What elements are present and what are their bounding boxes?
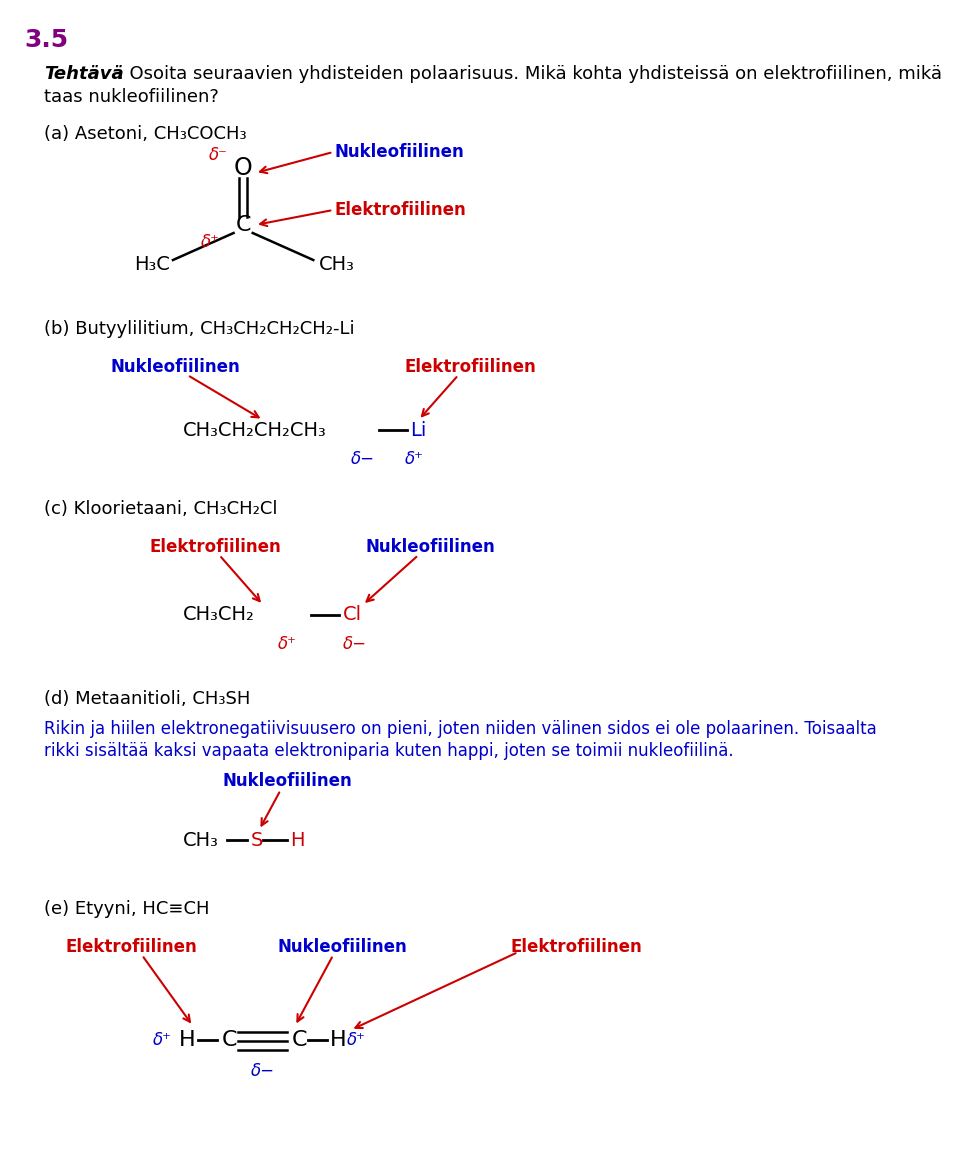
Text: H: H xyxy=(290,830,304,849)
Text: δ⁺: δ⁺ xyxy=(347,1030,366,1049)
Text: Elektrofiilinen: Elektrofiilinen xyxy=(65,938,198,956)
Text: Nukleofiilinen: Nukleofiilinen xyxy=(110,358,240,376)
Text: C: C xyxy=(292,1030,307,1050)
Text: (c) Kloorietaani, CH₃CH₂Cl: (c) Kloorietaani, CH₃CH₂Cl xyxy=(44,500,277,518)
Text: Nukleofiilinen: Nukleofiilinen xyxy=(366,537,495,556)
Text: δ⁺: δ⁺ xyxy=(405,450,424,468)
Text: C: C xyxy=(235,215,251,235)
Text: H: H xyxy=(180,1030,196,1050)
Text: (e) Etyyni, HC≡CH: (e) Etyyni, HC≡CH xyxy=(44,900,209,918)
Text: Tehtävä: Tehtävä xyxy=(44,66,124,83)
Text: CH₃: CH₃ xyxy=(319,255,355,274)
Text: δ⁺: δ⁺ xyxy=(201,233,219,251)
Text: δ⁺: δ⁺ xyxy=(277,635,297,653)
Text: CH₃CH₂CH₂CH₃: CH₃CH₂CH₂CH₃ xyxy=(183,420,327,439)
Text: rikki sisältää kaksi vapaata elektroniparia kuten happi, joten se toimii nukleof: rikki sisältää kaksi vapaata elektronipa… xyxy=(44,742,733,760)
Text: Nukleofiilinen: Nukleofiilinen xyxy=(222,772,352,790)
Text: Elektrofiilinen: Elektrofiilinen xyxy=(404,358,537,376)
Text: 3.5: 3.5 xyxy=(24,28,68,52)
Text: CH₃: CH₃ xyxy=(183,830,219,849)
Text: taas nukleofiilinen?: taas nukleofiilinen? xyxy=(44,88,219,107)
Text: (a) Asetoni, CH₃COCH₃: (a) Asetoni, CH₃COCH₃ xyxy=(44,125,247,143)
Text: O: O xyxy=(234,156,252,180)
Text: δ−: δ− xyxy=(252,1062,276,1080)
Text: (b) Butyylilitium, CH₃CH₂CH₂CH₂-Li: (b) Butyylilitium, CH₃CH₂CH₂CH₂-Li xyxy=(44,320,354,338)
Text: Elektrofiilinen: Elektrofiilinen xyxy=(510,938,642,956)
Text: δ−: δ− xyxy=(343,635,367,653)
Text: C: C xyxy=(222,1030,237,1050)
Text: S: S xyxy=(252,830,263,849)
Text: Elektrofiilinen: Elektrofiilinen xyxy=(150,537,281,556)
Text: CH₃CH₂: CH₃CH₂ xyxy=(183,605,255,624)
Text: δ−: δ− xyxy=(350,450,374,468)
Text: Li: Li xyxy=(411,420,427,439)
Text: H: H xyxy=(330,1030,347,1050)
Text: δ⁻: δ⁻ xyxy=(208,146,228,164)
Text: Rikin ja hiilen elektronegatiivisuusero on pieni, joten niiden välinen sidos ei : Rikin ja hiilen elektronegatiivisuusero … xyxy=(44,720,876,738)
Text: Nukleofiilinen: Nukleofiilinen xyxy=(335,143,465,160)
Text: H₃C: H₃C xyxy=(134,255,170,274)
Text: Elektrofiilinen: Elektrofiilinen xyxy=(335,201,467,219)
Text: (d) Metaanitioli, CH₃SH: (d) Metaanitioli, CH₃SH xyxy=(44,690,251,708)
Text: Nukleofiilinen: Nukleofiilinen xyxy=(277,938,408,956)
Text: Cl: Cl xyxy=(343,605,362,624)
Text: δ⁺: δ⁺ xyxy=(153,1030,172,1049)
Text: . Osoita seuraavien yhdisteiden polaarisuus. Mikä kohta yhdisteissä on elektrofi: . Osoita seuraavien yhdisteiden polaaris… xyxy=(118,66,942,83)
